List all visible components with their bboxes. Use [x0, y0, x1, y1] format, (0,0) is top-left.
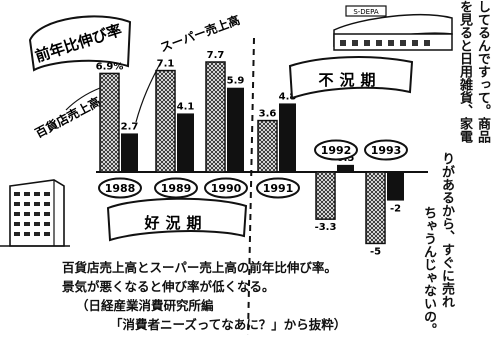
bar-supermarket-1988 [121, 133, 138, 172]
supermarket-arrow [135, 59, 163, 123]
value-label-department-1988: 6.9% [96, 61, 124, 72]
year-oval-1993 [364, 139, 408, 161]
bar-department-1990 [205, 61, 226, 173]
office-building [0, 179, 70, 247]
year-oval-1992 [314, 139, 358, 161]
value-label-department-1992: -3.3 [315, 222, 337, 233]
bar-supermarket-1993 [387, 172, 404, 201]
tick-label-1993: 1993 [371, 144, 402, 157]
value-label-supermarket-1990: 5.9 [227, 76, 245, 87]
year-oval-1989 [154, 177, 198, 199]
value-label-department-1991: 3.6 [259, 109, 277, 120]
bar-supermarket-1990 [227, 87, 244, 172]
caption-line: 景気が悪くなると伸び率が低くなる。 [62, 279, 275, 294]
value-label-supermarket-1991: 4.8 [279, 91, 297, 102]
bar-department-1991 [257, 119, 278, 173]
legend-supermarket-label: スーパー売上高 [158, 12, 242, 55]
tick-label-1991: 1991 [263, 182, 294, 195]
value-label-department-1989: 7.1 [157, 59, 175, 70]
value-label-supermarket-1993: -2 [390, 204, 401, 215]
boom-label: 好況期 [143, 214, 207, 232]
bar-supermarket-1992 [337, 164, 354, 172]
side-text-column: を見ると日用雑貨、家電 [457, 0, 472, 143]
recession-label: 不況期 [318, 71, 381, 89]
bar-supermarket-1991 [279, 103, 296, 172]
value-label-supermarket-1989: 4.1 [177, 101, 195, 112]
value-label-department-1990: 7.7 [207, 50, 225, 61]
period-divider [247, 37, 255, 336]
bar-department-1988 [99, 72, 120, 173]
caption-line: 百貨店売上高とスーパー売上高の前年比伸び率。 [62, 260, 337, 275]
bar-department-1993 [365, 171, 386, 245]
caption-line: （日経産業消費研究所編 [76, 298, 214, 313]
tick-label-1988: 1988 [105, 182, 136, 195]
boom-banner: 好況期 [106, 197, 248, 242]
value-label-supermarket-1988: 2.7 [121, 121, 139, 132]
side-text-column: ちゃうんじゃないの。 [421, 206, 436, 336]
department-store-building: S-DEPA [333, 5, 453, 51]
department-arrow [65, 87, 101, 111]
caption: 百貨店売上高とスーパー売上高の前年比伸び率。 景気が悪くなると伸び率が低くなる。… [62, 258, 442, 334]
recession-banner: 不況期 [288, 56, 414, 100]
title-banner: 前年比伸び率 [28, 15, 132, 72]
tick-label-1990: 1990 [211, 182, 242, 195]
caption-line: 「消費者ニーズってなあに？」から抜粋） [110, 317, 347, 332]
year-oval-1990 [204, 177, 248, 199]
side-text-column: してるんですって。商品 [475, 0, 490, 143]
bar-supermarket-1989 [177, 113, 194, 172]
tick-label-1989: 1989 [161, 182, 192, 195]
year-oval-1988 [98, 177, 142, 199]
legend-department-label: 百貨店売上高 [32, 94, 103, 141]
building-sign: S-DEPA [353, 8, 379, 16]
bar-department-1992 [315, 171, 336, 220]
tick-label-1992: 1992 [321, 144, 352, 157]
bar-department-1989 [155, 69, 176, 173]
year-oval-1991 [256, 177, 300, 199]
value-label-department-1993: -5 [370, 246, 381, 257]
side-text-column: りがあるから、すぐに売れ [439, 152, 454, 308]
